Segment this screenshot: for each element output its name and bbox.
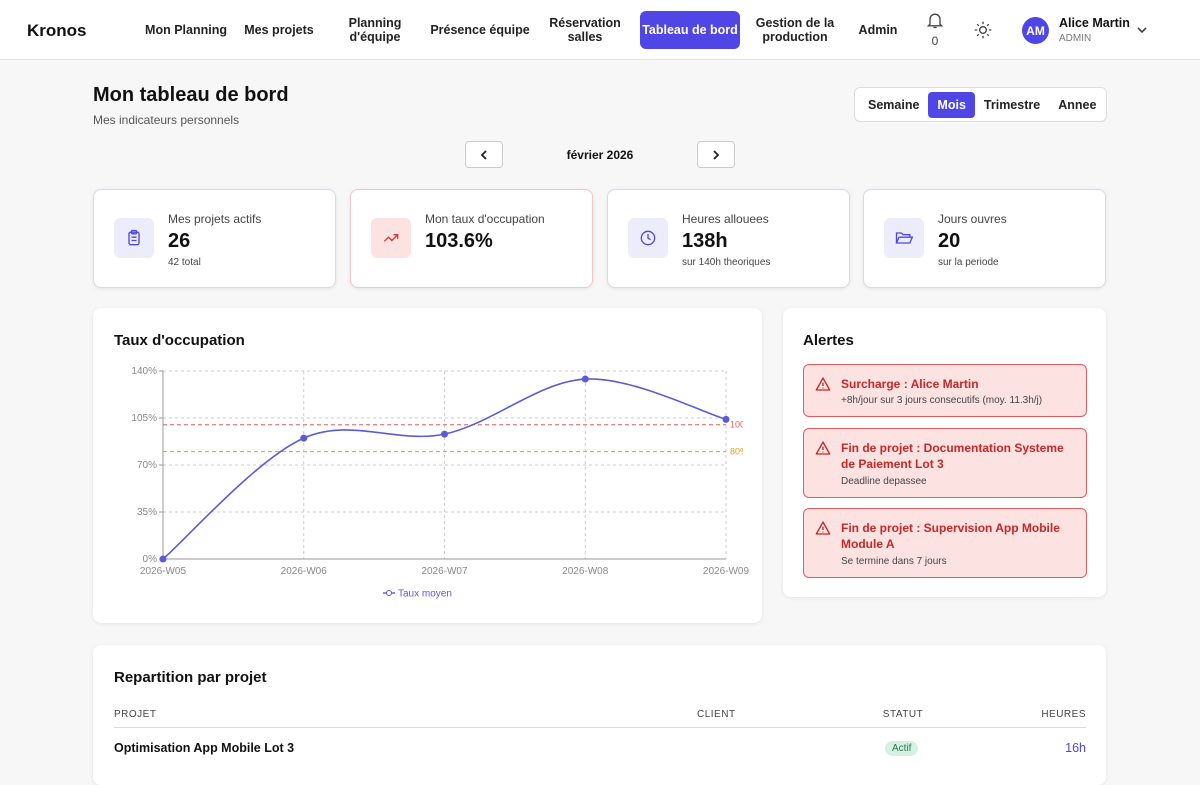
icon — [383, 234, 399, 242]
legend-label: Taux moyen — [398, 589, 452, 600]
project-name: Optimisation App Mobile Lot 3 — [114, 741, 295, 755]
kpi-label: Mes projets actifs — [168, 212, 262, 226]
alert-text: +8h/jour sur 3 jours consecutifs (moy. 1… — [841, 395, 1043, 406]
kpi-icon — [371, 218, 411, 258]
user-role: ADMIN — [1059, 33, 1092, 44]
y-tick-label: 0% — [143, 554, 158, 565]
icon — [128, 229, 140, 246]
kpi-icon — [114, 218, 154, 258]
nav-item[interactable]: Gestion de la production — [755, 16, 835, 44]
alert: Fin de projet : Documentation Systeme de… — [803, 428, 1087, 498]
alert: Fin de projet : Supervision App Mobile M… — [803, 508, 1087, 578]
x-tick-label: 2026-W08 — [562, 566, 609, 577]
point — [300, 434, 308, 442]
y-tick-label: 35% — [137, 507, 157, 518]
kpi-card: Mes projets actifs 26 42 total — [93, 189, 336, 288]
warning-icon — [815, 441, 831, 455]
kpi-card: Jours ouvres 20 sur la periode — [863, 189, 1106, 288]
next-button[interactable] — [697, 141, 735, 168]
kpi-value: 138h — [682, 230, 728, 252]
nav-item[interactable]: Réservation salles — [549, 16, 621, 44]
column-header: CLIENT — [697, 709, 736, 720]
hours: 16h — [1065, 741, 1086, 755]
alerts-card: Alertes Surcharge : Alice Martin +8h/jour… — [783, 308, 1106, 597]
prev-icon — [480, 149, 487, 160]
nav-item[interactable]: Admin — [858, 23, 898, 37]
column-header: HEURES — [1041, 709, 1086, 720]
next-icon — [713, 149, 720, 160]
alert: Surcharge : Alice Martin +8h/jour sur 3 j… — [803, 364, 1087, 417]
legend-marker — [386, 590, 392, 596]
kpi-label: Heures allouees — [682, 212, 769, 226]
table-title: Repartition par projet — [114, 669, 267, 686]
alert-title: Surcharge : Alice Martin — [841, 377, 979, 391]
bell-icon[interactable] — [925, 10, 945, 30]
chart-card: Taux d'occupation 0% 35% 70% 105% 140% 2026-W… — [93, 308, 762, 623]
kpi-label: Jours ouvres — [938, 212, 1007, 226]
kpi-icon — [884, 218, 924, 258]
page-title: Mon tableau de bord — [93, 84, 289, 106]
reference-label: 100% — [730, 420, 753, 430]
brand[interactable]: Kronos — [27, 21, 87, 40]
kpi-value: 20 — [938, 230, 961, 252]
warning-icon — [815, 377, 831, 391]
y-tick-label: 70% — [137, 460, 157, 471]
chart-title: Taux d'occupation — [114, 332, 245, 349]
icon — [895, 232, 914, 244]
point — [159, 555, 167, 563]
status-badge: Actif — [885, 741, 919, 756]
avatar[interactable]: AM — [1022, 17, 1049, 44]
warning-icon — [815, 521, 831, 535]
period-button[interactable]: Semaine — [868, 97, 920, 112]
x-tick-label: 2026-W05 — [140, 566, 187, 577]
y-tick-label: 140% — [131, 366, 157, 377]
kpi-card: Mon taux d'occupation 103.6% — [350, 189, 593, 288]
reference-label: 80% — [730, 447, 748, 457]
point — [441, 430, 448, 438]
nav-item[interactable]: Mes projets — [244, 23, 314, 37]
page: Kronos Mon Planning Mes projets Planning d… — [0, 0, 1200, 756]
alert-title: Fin de projet : Documentation Systeme de… — [841, 441, 1064, 471]
nav-item[interactable]: Présence équipe — [430, 23, 530, 37]
period-button[interactable]: Mois — [928, 91, 975, 118]
alert-text: Se termine dans 7 jours — [841, 556, 947, 567]
current-date: février 2026 — [566, 148, 634, 162]
kpi-sub: sur 140h theoriques — [682, 257, 771, 268]
point — [581, 375, 589, 383]
nav-item[interactable]: Mon Planning — [145, 23, 227, 37]
kpi-value: 103.6% — [425, 230, 493, 252]
nav-item[interactable]: Tableau de bord — [640, 11, 740, 49]
x-tick-label: 2026-W06 — [281, 566, 328, 577]
nav-item[interactable]: Planning d'équipe — [348, 16, 402, 44]
alert-title: Fin de projet : Supervision App Mobile M… — [841, 521, 1060, 551]
alerts-title: Alertes — [803, 332, 854, 349]
user-name: Alice Martin — [1059, 16, 1130, 30]
chevron[interactable] — [1136, 24, 1148, 36]
navbar: Kronos Mon Planning Mes projets Planning d… — [0, 0, 1200, 60]
kpi-sub: 42 total — [168, 257, 201, 268]
theme-toggle[interactable] — [973, 20, 993, 40]
kpi-sub: sur la periode — [938, 257, 999, 268]
column-header: PROJET — [114, 709, 157, 720]
point — [722, 415, 730, 423]
kpi-icon — [628, 218, 668, 258]
x-tick-label: 2026-W07 — [421, 566, 468, 577]
table-card: Repartition par projet PROJET CLIENT STATU… — [93, 645, 1106, 785]
kpi-value: 26 — [168, 230, 191, 252]
y-tick-label: 105% — [131, 413, 157, 424]
notification-count: 0 — [931, 34, 939, 48]
chart: Taux d'occupation 0% 35% 70% 105% 140% 2026-W… — [114, 332, 753, 600]
kpi-label: Mon taux d'occupation — [425, 212, 545, 226]
prev-button[interactable] — [465, 141, 503, 168]
kpi-card: Heures allouees 138h sur 140h theoriques — [607, 189, 850, 288]
table-divider — [114, 727, 1086, 728]
x-tick-label: 2026-W09 — [703, 566, 750, 577]
period-button[interactable]: Annee — [1058, 97, 1097, 112]
icon — [640, 230, 656, 246]
alert-text: Deadline depassee — [841, 476, 927, 487]
period-toggle: Semaine Mois Trimestre Annee — [854, 87, 1107, 122]
page-subtitle: Mes indicateurs personnels — [93, 113, 240, 127]
period-button[interactable]: Trimestre — [983, 97, 1041, 112]
column-header: STATUT — [882, 709, 924, 720]
